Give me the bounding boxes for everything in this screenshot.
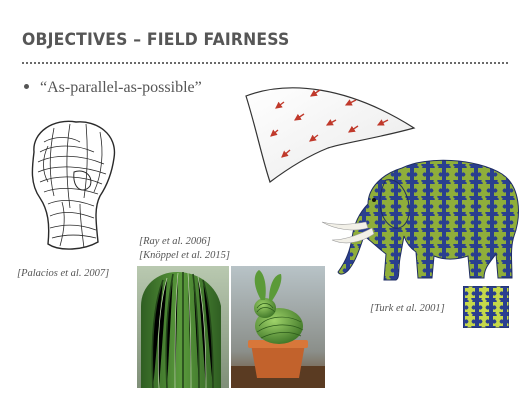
puzzle-texture-swatch [463, 286, 509, 328]
puzzle-textured-elephant [321, 159, 519, 281]
citation-turk: [Turk et al. 2001] [370, 303, 445, 314]
bullet-dot-icon [24, 84, 29, 89]
bullet-text: “As-parallel-as-possible” [40, 79, 202, 96]
title-divider [22, 62, 508, 64]
citation-palacios: [Palacios et al. 2007] [17, 268, 110, 279]
arrow-field-surface [245, 87, 416, 183]
slide-title: OBJECTIVES – FIELD FAIRNESS [22, 30, 290, 50]
citation-knoppel: [Knöppel et al. 2015] [139, 250, 230, 261]
hatched-sketch-figure [31, 120, 116, 250]
citation-ray: [Ray et al. 2006] [139, 236, 211, 247]
cactus-photo [137, 266, 229, 388]
bullet-item: “As-parallel-as-possible” [24, 78, 202, 97]
cactus-bunny-render [231, 266, 325, 388]
